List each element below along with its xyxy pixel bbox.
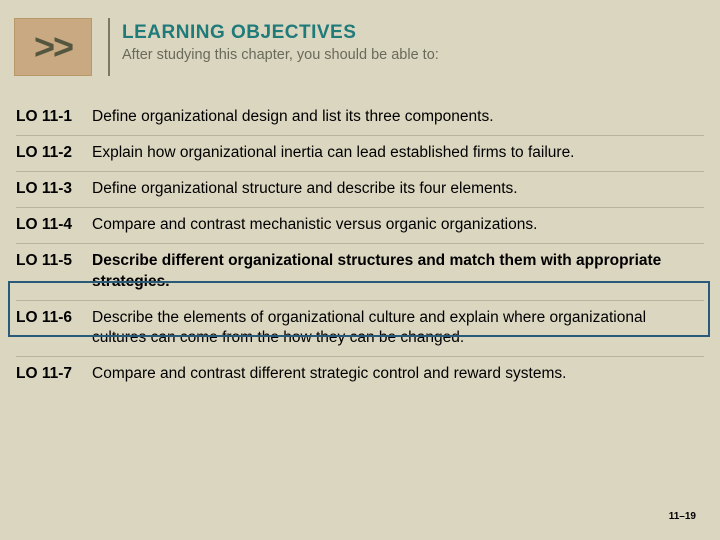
lo-label: LO 11-5 bbox=[16, 251, 92, 293]
arrow-icon: >> bbox=[14, 18, 92, 76]
page-number: 11–19 bbox=[669, 511, 696, 522]
header: >> LEARNING OBJECTIVES After studying th… bbox=[0, 0, 720, 76]
list-item: LO 11-7 Compare and contrast different s… bbox=[16, 357, 704, 392]
header-text-block: LEARNING OBJECTIVES After studying this … bbox=[108, 18, 439, 76]
lo-label: LO 11-3 bbox=[16, 179, 92, 200]
page-title: LEARNING OBJECTIVES bbox=[122, 22, 439, 44]
list-item: LO 11-3 Define organizational structure … bbox=[16, 172, 704, 208]
list-item: LO 11-5 Describe different organizationa… bbox=[16, 244, 704, 300]
lo-label: LO 11-6 bbox=[16, 308, 92, 350]
lo-text: Compare and contrast different strategic… bbox=[92, 364, 704, 385]
objectives-list: LO 11-1 Define organizational design and… bbox=[0, 76, 720, 392]
list-item: LO 11-6 Describe the elements of organiz… bbox=[16, 300, 704, 358]
list-item: LO 11-4 Compare and contrast mechanistic… bbox=[16, 208, 704, 244]
lo-text: Describe different organizational struct… bbox=[92, 251, 704, 293]
list-item: LO 11-1 Define organizational design and… bbox=[16, 100, 704, 136]
lo-label: LO 11-4 bbox=[16, 215, 92, 236]
lo-text: Compare and contrast mechanistic versus … bbox=[92, 215, 704, 236]
arrow-glyph: >> bbox=[34, 26, 72, 68]
lo-text: Explain how organizational inertia can l… bbox=[92, 143, 704, 164]
lo-label: LO 11-7 bbox=[16, 364, 92, 385]
lo-text: Describe the elements of organizational … bbox=[92, 308, 704, 350]
lo-label: LO 11-2 bbox=[16, 143, 92, 164]
lo-label: LO 11-1 bbox=[16, 107, 92, 128]
list-item: LO 11-2 Explain how organizational inert… bbox=[16, 136, 704, 172]
page-subtitle: After studying this chapter, you should … bbox=[122, 47, 439, 63]
lo-text: Define organizational design and list it… bbox=[92, 107, 704, 128]
lo-text: Define organizational structure and desc… bbox=[92, 179, 704, 200]
